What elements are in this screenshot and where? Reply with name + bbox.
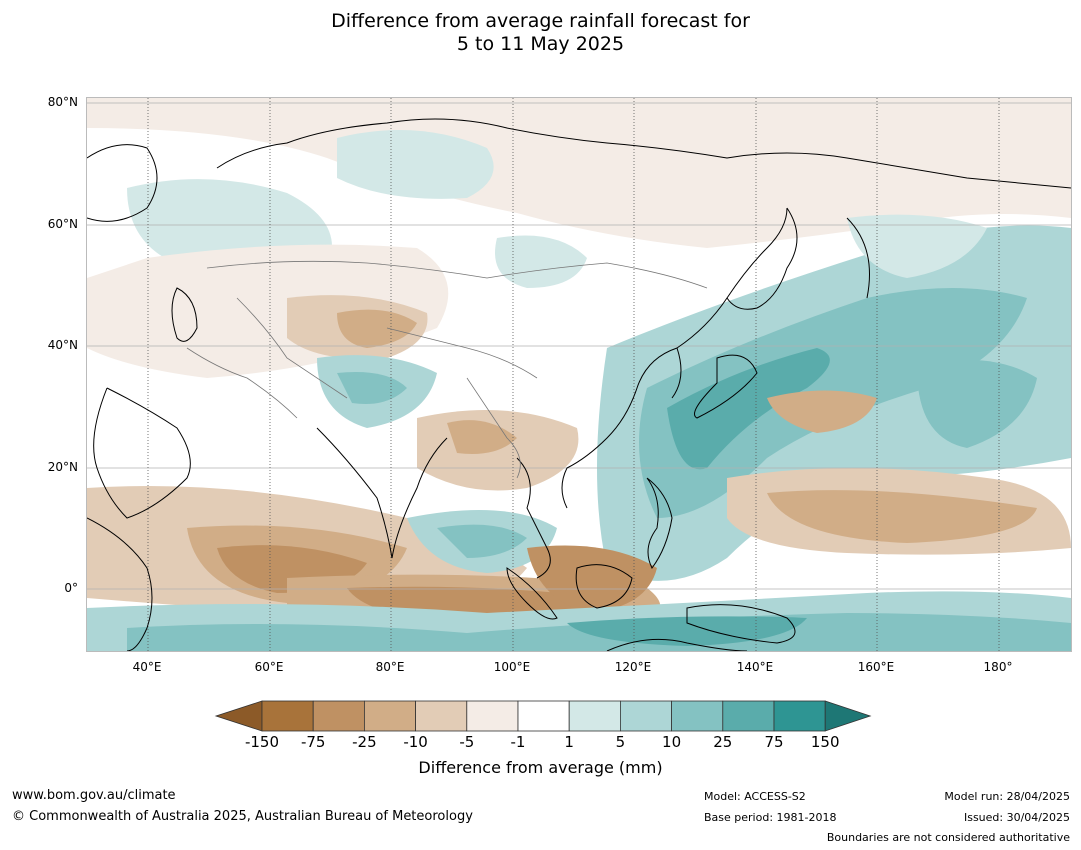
colorbar-cell (671, 700, 724, 732)
colorbar-tick-label: -10 (403, 733, 428, 751)
title-line-2: 5 to 11 May 2025 (456, 33, 625, 55)
map-title: Difference from average rainfall forecas… (0, 10, 1081, 56)
anomaly-zone (917, 360, 1037, 448)
colorbar-cell (568, 700, 621, 732)
colorbar-cell (261, 700, 314, 732)
title-line-1: Difference from average rainfall forecas… (331, 10, 750, 32)
colorbar-cell (363, 700, 416, 732)
colorbar-cell (773, 700, 826, 732)
colorbar (214, 700, 872, 732)
anomaly-zone (337, 372, 407, 404)
lon-label-40e: 40°E (132, 660, 162, 674)
anomaly-zone (495, 235, 587, 288)
footer-model: Model: ACCESS-S2 (704, 790, 806, 803)
colorbar-cell (466, 700, 519, 732)
colorbar-under-arrow (214, 700, 263, 732)
colorbar-tick-label: 5 (615, 733, 626, 751)
lat-label-80n: 80°N (47, 95, 78, 109)
rainfall-map (86, 97, 1072, 652)
lon-label-120e: 120°E (614, 660, 652, 674)
footer-disclaimer: Boundaries are not considered authoritat… (826, 831, 1070, 844)
anomaly-zone (667, 348, 830, 470)
colorbar-tick-label: 25 (713, 733, 733, 751)
colorbar-cell (415, 700, 468, 732)
lon-label-100e: 100°E (493, 660, 531, 674)
footer-copyright: © Commonwealth of Australia 2025, Austra… (12, 809, 473, 824)
anomaly-zone (767, 490, 1037, 543)
anomaly-zone (447, 420, 517, 454)
anomaly-zone (527, 545, 657, 613)
lon-label-180: 180° (983, 660, 1013, 674)
colorbar-tick-label: -5 (459, 733, 475, 751)
lat-label-0: 0° (64, 581, 78, 595)
lat-label-60n: 60°N (47, 217, 78, 231)
anomaly-zone (437, 524, 527, 558)
lon-label-60e: 60°E (254, 660, 284, 674)
lat-label-40n: 40°N (47, 338, 78, 352)
colorbar-cell (312, 700, 365, 732)
anomaly-zone (767, 390, 877, 433)
footer-base-period: Base period: 1981-2018 (704, 811, 837, 824)
colorbar-tick-label: -1 (510, 733, 526, 751)
country-borders (186, 260, 708, 479)
footer-url[interactable]: www.bom.gov.au/climate (12, 788, 176, 803)
coastlines (87, 118, 1071, 651)
colorbar-tick-label: -25 (352, 733, 377, 751)
lat-label-20n: 20°N (47, 460, 78, 474)
footer-issued: Issued: 30/04/2025 (963, 811, 1070, 824)
anomaly-zone (847, 214, 987, 278)
colorbar-cell (620, 700, 673, 732)
colorbar-over-arrow (824, 700, 872, 732)
anomaly-zone (337, 309, 417, 348)
colorbar-tick-label: 1 (564, 733, 574, 751)
colorbar-tick-label: -150 (244, 733, 280, 751)
colorbar-cell (517, 700, 570, 732)
anomaly-zone (87, 98, 1071, 248)
lon-label-160e: 160°E (857, 660, 895, 674)
colorbar-title: Difference from average (mm) (418, 758, 663, 777)
lon-label-80e: 80°E (375, 660, 405, 674)
colorbar-tick-label: -75 (300, 733, 326, 751)
footer-model-run: Model run: 28/04/2025 (944, 790, 1070, 803)
colorbar-cell (722, 700, 775, 732)
lat-gridlines (87, 102, 1071, 590)
colorbar-tick-label: 150 (810, 733, 840, 751)
colorbar-tick-label: 10 (662, 733, 682, 751)
map-canvas (87, 98, 1071, 651)
lon-label-140e: 140°E (736, 660, 774, 674)
anomaly-zone (337, 130, 494, 199)
colorbar-tick-label: 75 (764, 733, 784, 751)
